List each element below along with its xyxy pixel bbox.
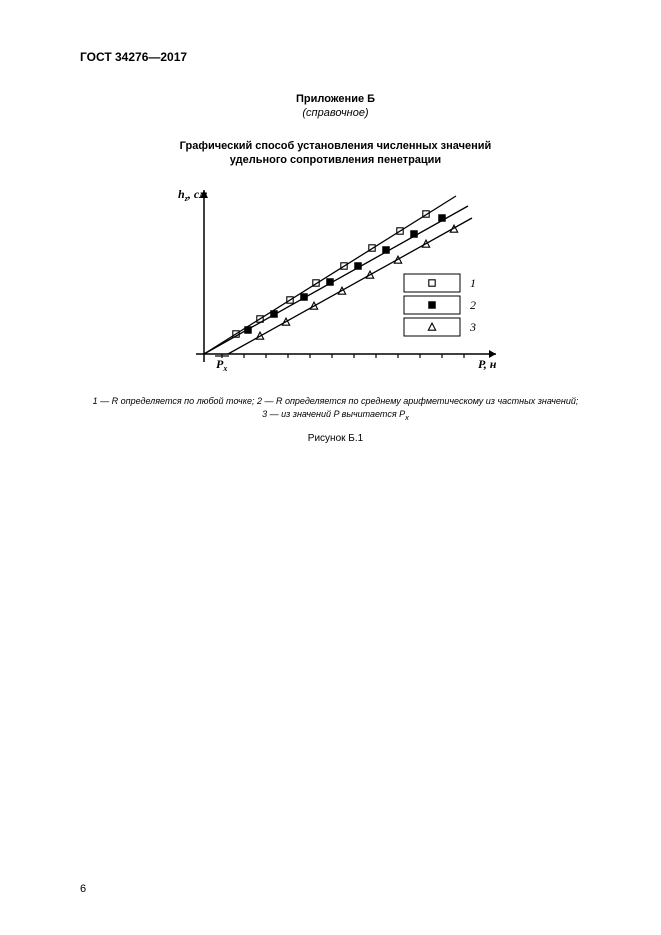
section-title: Графический способ установления численны… [80,139,591,169]
svg-text:Px: Px [216,357,227,373]
section-title-line2: удельного сопротивления пенетрации [230,154,441,166]
caption-text-2: — R определяется по среднему арифметичес… [262,396,578,406]
section-title-line1: Графический способ установления численны… [180,140,492,152]
penetration-chart: 1 2 3 hz, см P, н Px [156,182,516,382]
svg-text:hz, см: hz, см [178,187,207,203]
appendix-title: Приложение Б [296,93,375,105]
caption-text-3: — из значений P вычитается P [267,409,405,419]
svg-text:P, н: P, н [478,357,497,371]
page-number: 6 [80,883,86,895]
figure-legend-caption: 1 — R определяется по любой точке; 2 — R… [80,395,591,423]
caption-text-1: — R определяется по любой точке; [98,396,257,406]
chart-container: 1 2 3 hz, см P, н Px [156,182,516,387]
svg-text:1: 1 [470,276,476,290]
caption-sub-3: x [405,413,409,422]
svg-text:3: 3 [469,320,476,334]
appendix-heading: Приложение Б (справочное) [80,92,591,121]
document-header: ГОСТ 34276—2017 [80,50,591,64]
figure-caption: Рисунок Б.1 [80,433,591,444]
appendix-subtitle: (справочное) [302,107,368,119]
svg-text:2: 2 [470,298,476,312]
page: ГОСТ 34276—2017 Приложение Б (справочное… [0,0,661,935]
